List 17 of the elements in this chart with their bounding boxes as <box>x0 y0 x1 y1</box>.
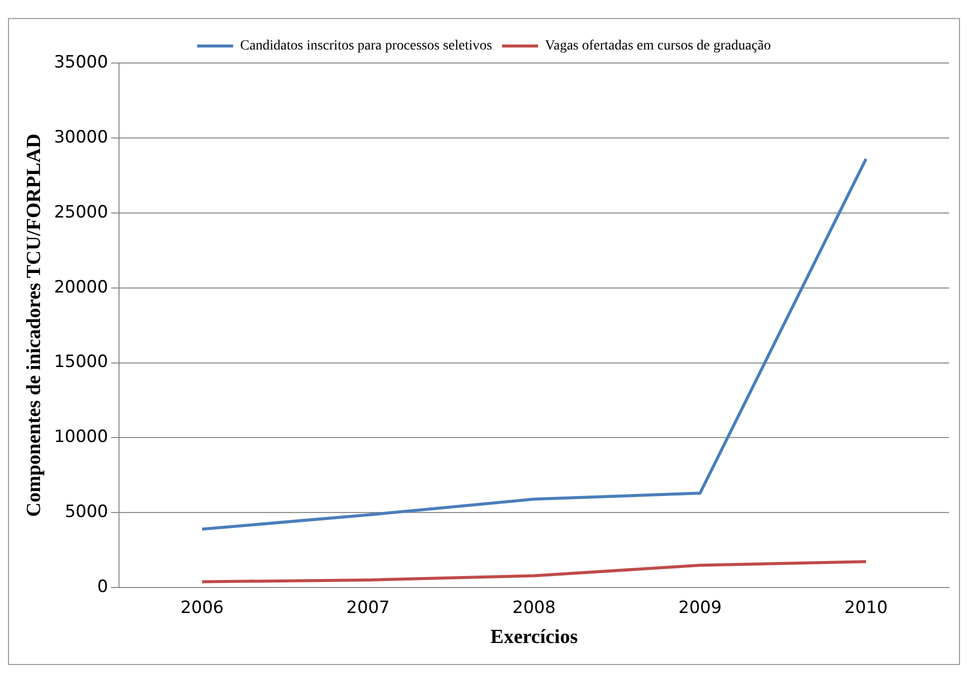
legend-label: Vagas ofertadas em cursos de graduação <box>545 38 771 54</box>
y-tick-label: 35000 <box>54 52 108 72</box>
y-tick-label: 5000 <box>64 502 108 522</box>
x-tick-label: 2009 <box>678 598 722 618</box>
y-axis-title: Componentes de inicadores TCU/FORPLAD <box>23 134 46 517</box>
x-tick-label: 2006 <box>180 598 224 618</box>
y-tick-label: 20000 <box>54 277 108 298</box>
y-tick-label: 25000 <box>54 202 108 222</box>
y-tick-label: 10000 <box>54 427 108 448</box>
y-tick-label: 15000 <box>54 352 108 372</box>
x-tick-label: 2008 <box>512 598 556 618</box>
x-axis-title: Exercícios <box>490 626 578 648</box>
x-tick-label: 2007 <box>346 598 390 618</box>
x-tick-label: 2010 <box>844 598 888 618</box>
legend-label: Candidatos inscritos para processos seletivos <box>240 38 492 54</box>
y-tick-label: 30000 <box>54 127 108 148</box>
y-tick-label: 0 <box>97 577 108 598</box>
